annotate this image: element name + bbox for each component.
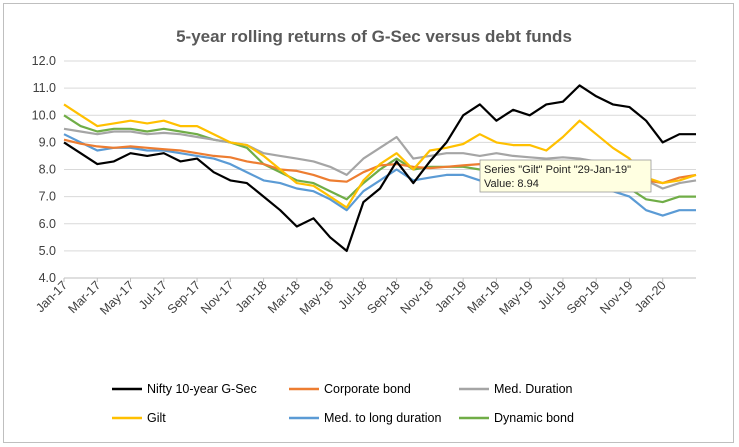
- legend-label-corporate-bond: Corporate bond: [324, 382, 411, 396]
- series-line-nifty-10-year-g-sec[interactable]: [63, 84, 696, 252]
- y-tick-label: 7.0: [39, 190, 56, 204]
- x-tick-label: Nov-17: [198, 278, 236, 316]
- x-tick-label: May-17: [97, 278, 136, 317]
- y-tick-label: 6.0: [39, 217, 56, 231]
- y-tick-label: 8.0: [39, 163, 56, 177]
- y-tick-label: 4.0: [39, 271, 56, 285]
- y-tick-label: 9.0: [39, 135, 56, 149]
- y-tick-label: 11.0: [33, 81, 56, 95]
- chart-canvas: 5-year rolling returns of G-Sec versus d…: [32, 27, 697, 425]
- x-tick-label: Mar-19: [465, 278, 503, 316]
- x-tick-label: Mar-18: [265, 278, 303, 316]
- chart-frame: 5-year rolling returns of G-Sec versus d…: [3, 3, 734, 443]
- y-axis: 4.0 5.0 6.0 7.0 8.0 9.0 10.0 11.0 12.0: [32, 54, 56, 285]
- data-tooltip: Series "Gilt" Point "29-Jan-19" Value: 8…: [479, 159, 652, 193]
- x-tick-label: Nov-18: [398, 278, 436, 316]
- legend-label-med-to-long-duration: Med. to long duration: [324, 411, 441, 425]
- x-tick-label: Sep-19: [564, 278, 602, 316]
- legend-label-gilt: Gilt: [147, 411, 166, 425]
- tooltip-line-1: Series "Gilt" Point "29-Jan-19": [484, 164, 631, 176]
- x-tick-label: Sep-17: [165, 278, 203, 316]
- legend-label-dynamic-bond: Dynamic bond: [494, 411, 574, 425]
- legend-label-nifty-10-year-g-sec: Nifty 10-year G-Sec: [147, 382, 257, 396]
- y-tick-label: 10.0: [32, 108, 56, 122]
- y-tick-label: 5.0: [39, 244, 56, 258]
- legend: Nifty 10-year G-Sec Corporate bond Med. Du…: [112, 382, 574, 425]
- y-tick-label: 12.0: [32, 54, 56, 68]
- tooltip-line-2: Value: 8.94: [484, 178, 539, 190]
- x-tick-label: Mar-17: [65, 278, 103, 316]
- x-tick-label: Jan-19: [432, 278, 469, 315]
- x-tick-label: Nov-19: [597, 278, 635, 316]
- x-tick-label: Sep-18: [364, 278, 402, 316]
- x-tick-label: Jan-20: [632, 278, 669, 315]
- legend-label-med-duration: Med. Duration: [494, 382, 573, 396]
- tooltip-box: [479, 159, 652, 193]
- x-tick-label: Jan-18: [233, 278, 270, 315]
- series-line-gilt[interactable]: [63, 103, 697, 209]
- x-tick-label: May-19: [496, 278, 535, 317]
- x-tick-label: May-18: [297, 278, 336, 317]
- chart-title: 5-year rolling returns of G-Sec versus d…: [176, 27, 572, 46]
